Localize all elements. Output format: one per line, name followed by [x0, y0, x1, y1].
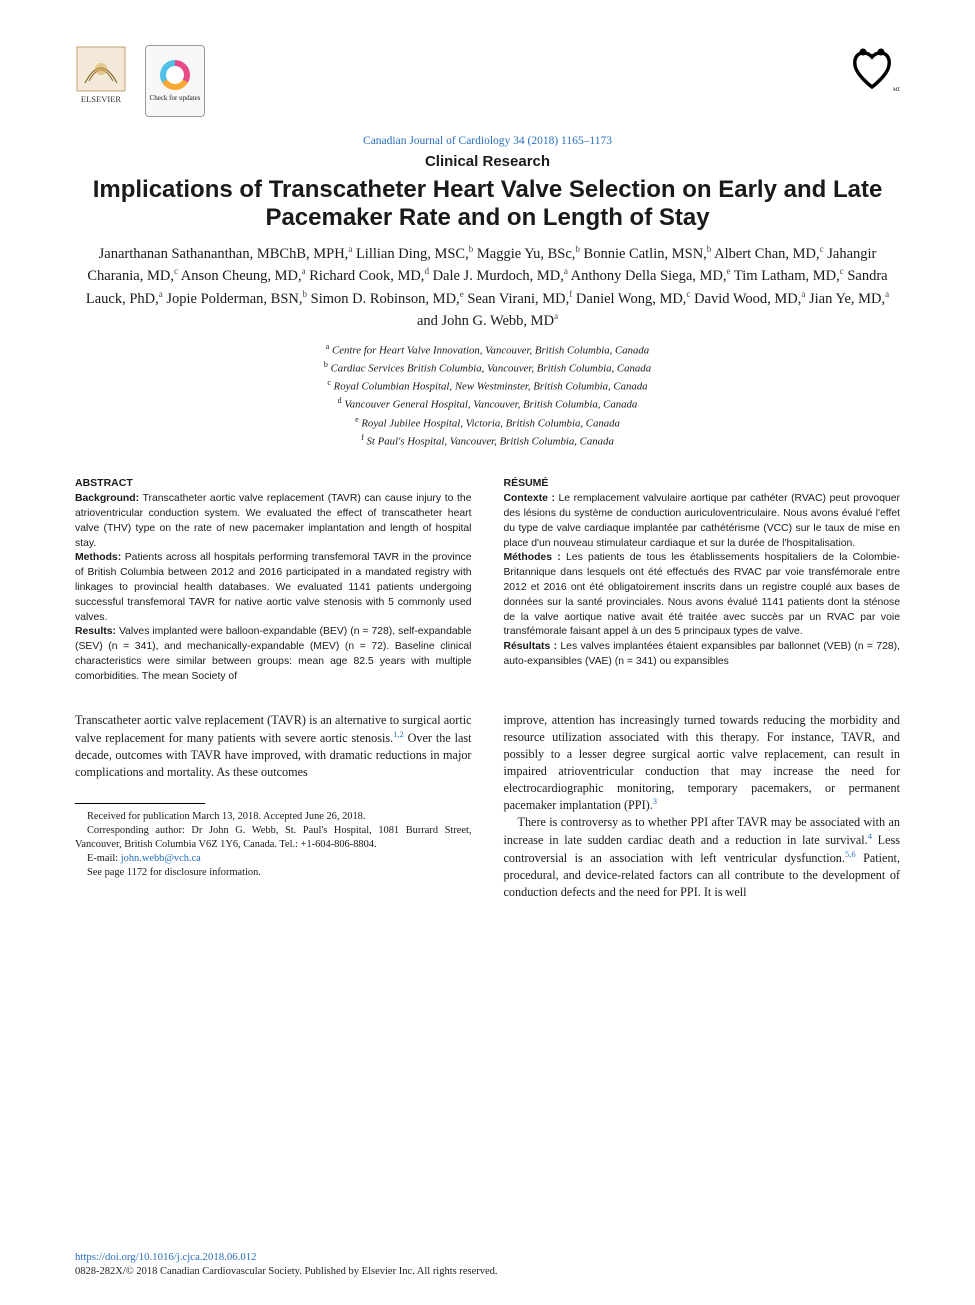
body-right-p1: improve, attention has increasingly turn…	[504, 712, 901, 814]
body-column-right: improve, attention has increasingly turn…	[504, 712, 901, 900]
corresponding-email-link[interactable]: john.webb@vch.ca	[121, 853, 201, 864]
affiliation-c: c Royal Columbian Hospital, New Westmins…	[75, 377, 900, 395]
crossmark-ring-icon	[160, 60, 190, 90]
abstract-en-heading: ABSTRACT	[75, 476, 472, 491]
elsevier-logo: ELSEVIER	[75, 45, 127, 110]
body-column-left: Transcatheter aortic valve replacement (…	[75, 712, 472, 900]
footnote-rule	[75, 803, 205, 804]
abstract-fr-body: Contexte : Le remplacement valvulaire ao…	[504, 492, 901, 669]
citation-5-6[interactable]: 5,6	[845, 849, 856, 859]
article-type: Clinical Research	[75, 153, 900, 170]
check-for-updates-badge[interactable]: Check for updates	[145, 45, 205, 117]
doi-link[interactable]: https://doi.org/10.1016/j.cjca.2018.06.0…	[75, 1251, 257, 1263]
svg-text:MD: MD	[893, 88, 900, 93]
footnote-received: Received for publication March 13, 2018.…	[75, 810, 472, 824]
left-logos: ELSEVIER Check for updates	[75, 45, 205, 117]
abstract-english: ABSTRACT Background: Transcatheter aorti…	[75, 476, 472, 684]
footnote-see-page: See page 1172 for disclosure information…	[75, 866, 472, 880]
article-title: Implications of Transcatheter Heart Valv…	[75, 176, 900, 233]
footnote-email: E-mail: john.webb@vch.ca	[75, 852, 472, 866]
affiliation-f: f St Paul's Hospital, Vancouver, British…	[75, 432, 900, 450]
journal-reference: Canadian Journal of Cardiology 34 (2018)…	[75, 135, 900, 147]
affiliation-d: d Vancouver General Hospital, Vancouver,…	[75, 395, 900, 413]
journal-society-logo: MD	[845, 45, 900, 105]
intro-paragraph: Transcatheter aortic valve replacement (…	[75, 712, 472, 780]
body-columns: Transcatheter aortic valve replacement (…	[75, 712, 900, 900]
abstract-french: RÉSUMÉ Contexte : Le remplacement valvul…	[504, 476, 901, 684]
abstracts-row: ABSTRACT Background: Transcatheter aorti…	[75, 476, 900, 684]
affiliation-a: a Centre for Heart Valve Innovation, Van…	[75, 341, 900, 359]
abstract-fr-heading: RÉSUMÉ	[504, 476, 901, 491]
elsevier-label: ELSEVIER	[81, 94, 121, 104]
abstract-en-body: Background: Transcatheter aortic valve r…	[75, 492, 472, 684]
citation-3[interactable]: 3	[653, 796, 657, 806]
check-updates-label: Check for updates	[150, 94, 201, 102]
authors-list: Janarthanan Sathananthan, MBChB, MPH,a L…	[75, 243, 900, 333]
affiliations-list: a Centre for Heart Valve Innovation, Van…	[75, 341, 900, 451]
footnote-corresponding: Corresponding author: Dr John G. Webb, S…	[75, 824, 472, 852]
body-right-p2: There is controversy as to whether PPI a…	[504, 814, 901, 900]
affiliation-b: b Cardiac Services British Columbia, Van…	[75, 359, 900, 377]
affiliation-e: e Royal Jubilee Hospital, Victoria, Brit…	[75, 414, 900, 432]
copyright-line: 0828-282X/© 2018 Canadian Cardiovascular…	[75, 1266, 498, 1277]
header-row: ELSEVIER Check for updates MD	[75, 45, 900, 117]
footnotes-block: Received for publication March 13, 2018.…	[75, 810, 472, 880]
citation-1-2[interactable]: 1,2	[393, 729, 404, 739]
